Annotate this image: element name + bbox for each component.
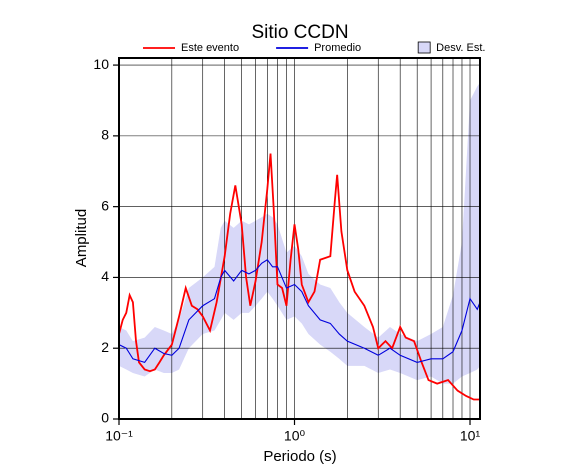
x-tick-label: 10⁻¹ xyxy=(105,428,133,444)
std-band xyxy=(119,82,480,384)
y-tick-label: 0 xyxy=(101,410,109,426)
legend-label: Desv. Est. xyxy=(436,42,485,54)
y-tick-label: 4 xyxy=(101,268,109,284)
x-tick-label: 10⁰ xyxy=(284,428,306,444)
x-axis-label: Periodo (s) xyxy=(263,448,336,465)
series-line xyxy=(119,153,480,401)
y-tick-label: 10 xyxy=(93,56,109,72)
chart-title: Sitio CCDN xyxy=(251,22,348,43)
plot-frame xyxy=(118,57,481,420)
y-tick-label: 6 xyxy=(101,197,109,213)
y-tick-label: 8 xyxy=(101,127,109,143)
y-tick-label: 2 xyxy=(101,339,109,355)
legend-label: Promedio xyxy=(314,42,361,54)
legend-label: Este evento xyxy=(181,42,239,54)
x-tick-label: 10¹ xyxy=(460,428,481,444)
y-axis-label: Amplitud xyxy=(73,209,90,267)
legend-swatch xyxy=(417,41,431,54)
series-line xyxy=(119,258,480,364)
